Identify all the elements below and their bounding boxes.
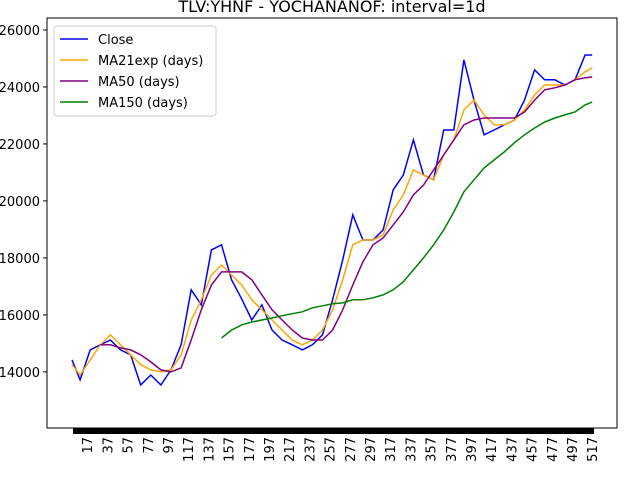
x-tick-label: 297 [364,437,379,462]
x-tick-label: 177 [243,437,258,462]
x-tick-label: 437 [505,437,520,462]
y-tick-label: 20000 [0,195,40,210]
y-tick-label: 22000 [0,138,40,153]
x-tick-label: 117 [182,437,197,462]
y-tick-label: 16000 [0,309,40,324]
legend-label: Close [98,33,133,48]
y-tick-label: 26000 [0,24,40,39]
x-tick-label: 157 [223,437,238,462]
chart-title: TLV:YHNF - YOCHANANOF: interval=1d [177,0,485,16]
x-tick-label: 37 [101,437,116,454]
x-tick-label: 497 [566,437,581,462]
legend-box [53,25,217,117]
x-tick-label: 57 [122,437,137,454]
x-tick-label: 217 [283,437,298,462]
y-tick-label: 14000 [0,366,40,381]
legend-label: MA21exp (days) [98,54,203,69]
x-tick-label: 137 [202,437,217,462]
x-tick-label: 277 [344,437,359,462]
x-tick-label: 397 [465,437,480,462]
x-tick-label: 337 [404,437,419,462]
y-tick-label: 24000 [0,81,40,96]
x-tick-label: 97 [162,437,177,454]
x-tick-label: 417 [485,437,500,462]
series-line [71,67,593,377]
x-tick-label: 257 [324,437,339,462]
x-tick-label: 517 [586,437,601,462]
legend-label: MA150 (days) [98,96,188,111]
x-tick-label: 357 [425,437,440,462]
x-tick-label: 237 [303,437,318,462]
lines [71,54,593,387]
minor-tick-band [73,428,594,434]
x-tick-label: 197 [263,437,278,462]
x-tick-label: 77 [142,437,157,454]
legend-label: MA50 (days) [98,75,180,90]
x-tick-label: 457 [526,437,541,462]
x-tick-label: 377 [445,437,460,462]
legend: Close MA21exp (days) MA50 (days) MA150 (day… [53,25,217,117]
y-tick-label: 18000 [0,252,40,267]
x-tick-label: 317 [384,437,399,462]
series-line [221,101,593,339]
series-line [100,76,593,373]
x-tick-label: 477 [546,437,561,462]
x-tick-label: 17 [81,437,96,454]
